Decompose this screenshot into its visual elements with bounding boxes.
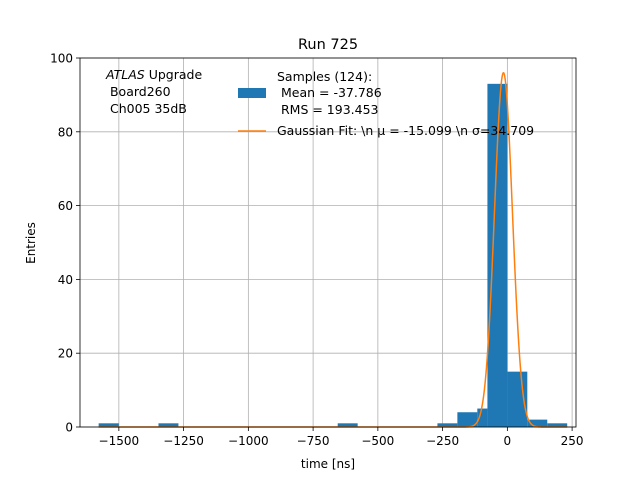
x-tick-label-3: −750: [297, 434, 330, 448]
annotation-line-3: Ch005 35dB: [106, 101, 187, 116]
legend-histogram-label-3: RMS = 193.453: [277, 102, 379, 117]
y-tick-label-2: 40: [58, 273, 73, 287]
legend-histogram-swatch: [238, 88, 266, 98]
x-tick-label-5: −250: [426, 434, 459, 448]
annotation-line-1: ATLAS Upgrade: [105, 67, 202, 82]
annotation-italic: ATLAS: [105, 67, 145, 82]
histogram-bar-2: [337, 423, 358, 427]
histogram-bar-5: [477, 408, 488, 427]
y-tick-label-1: 20: [58, 347, 73, 361]
x-tick-label-1: −1250: [163, 434, 204, 448]
histogram-bar-9: [547, 423, 568, 427]
y-tick-label-4: 80: [58, 125, 73, 139]
x-axis-label: time [ns]: [301, 457, 355, 471]
histogram-bar-8: [527, 419, 548, 427]
legend-histogram-label-1: Samples (124):: [277, 69, 372, 84]
histogram-bar-3: [437, 423, 458, 427]
x-tick-label-4: −500: [361, 434, 394, 448]
legend-fit-label: Gaussian Fit: \n μ = -15.099 \n σ=34.709: [277, 123, 534, 138]
histogram-bar-4: [457, 412, 478, 427]
annotation-text: ATLAS Upgrade Board260 Ch005 35dB: [105, 67, 202, 116]
histogram-bar-1: [158, 423, 179, 427]
chart-title: Run 725: [298, 37, 358, 53]
legend: Samples (124): Mean = -37.786 RMS = 193.…: [238, 69, 534, 138]
annotation-rest: Upgrade: [145, 67, 203, 82]
y-axis-label: Entries: [24, 222, 38, 264]
axes-frame: [79, 57, 577, 428]
histogram-bar-6: [487, 83, 508, 427]
y-tick-label-5: 100: [50, 52, 73, 66]
x-tick-label-7: 250: [561, 434, 584, 448]
x-axis-ticks: −1500 −1250 −1000 −750 −500 −250 0 250: [99, 427, 584, 448]
x-tick-label-2: −1000: [228, 434, 269, 448]
y-tick-label-3: 60: [58, 199, 73, 213]
x-tick-label-6: 0: [504, 434, 512, 448]
legend-histogram-label-2: Mean = -37.786: [277, 85, 382, 100]
x-tick-label-0: −1500: [99, 434, 140, 448]
y-axis-ticks: 0 20 40 60 80 100: [50, 52, 80, 435]
histogram-bar-0: [98, 423, 119, 427]
annotation-line-2: Board260: [106, 84, 171, 99]
y-tick-label-0: 0: [65, 421, 73, 435]
